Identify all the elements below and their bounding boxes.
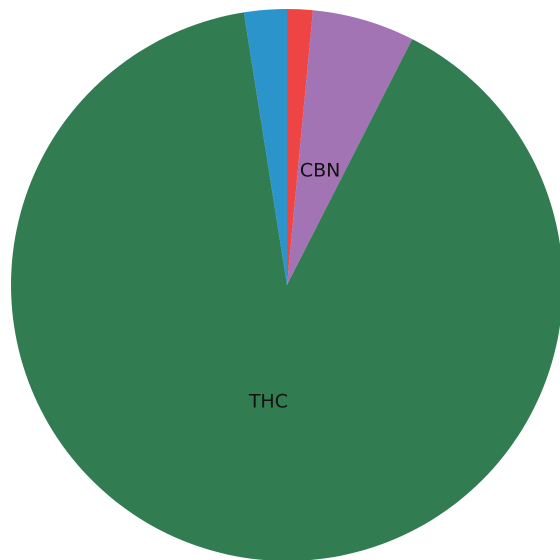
pie-slice-4: [243, 9, 287, 285]
pie-slices: [11, 8, 560, 560]
pie-slice-1: [287, 8, 313, 285]
slice-label-cbn: CBN: [300, 160, 341, 182]
pie-slice-cbn: [287, 10, 413, 285]
pie-slice-thc: [11, 12, 560, 560]
pie-labels: CBN THC: [248, 160, 341, 413]
slice-label-thc: THC: [248, 391, 288, 413]
